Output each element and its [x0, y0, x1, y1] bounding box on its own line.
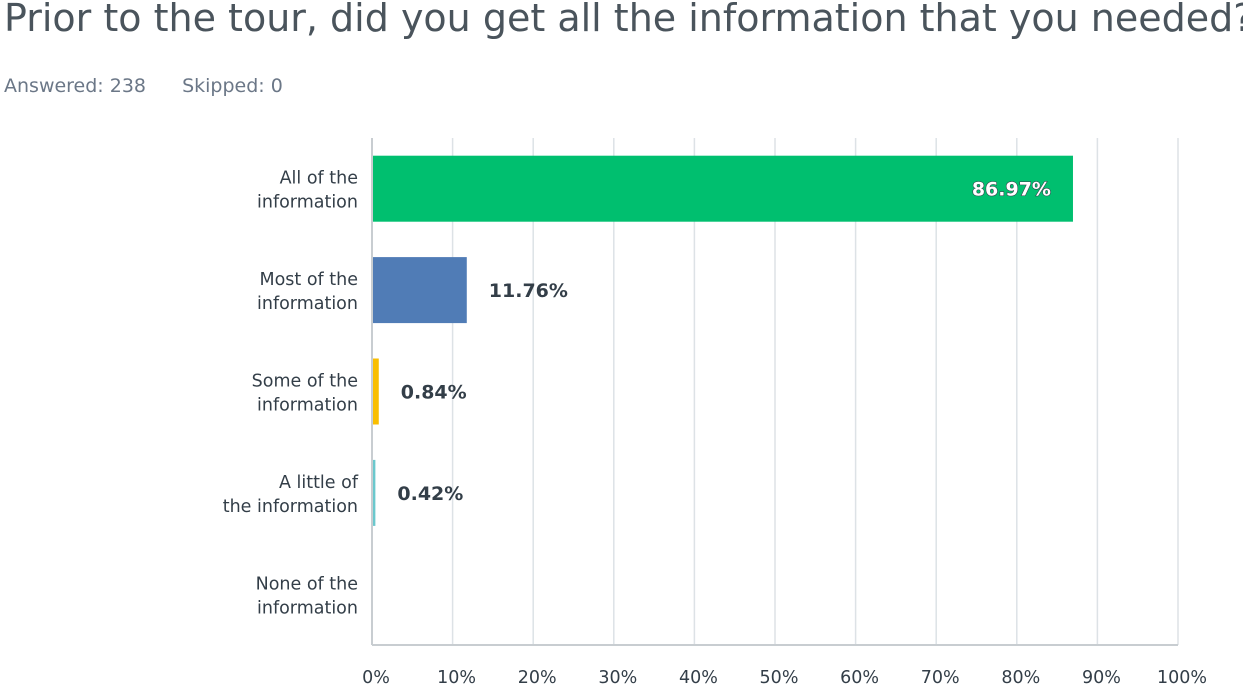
data-label: 0.84%: [401, 382, 467, 404]
response-stats: Answered: 238 Skipped: 0: [4, 75, 283, 97]
x-tick-label: 40%: [679, 668, 718, 688]
x-tick-label: 30%: [598, 668, 637, 688]
data-label: 11.76%: [489, 280, 568, 302]
answered-count: Answered: 238: [4, 75, 147, 97]
x-tick-label: 10%: [437, 668, 476, 688]
x-tick-label: 80%: [1001, 668, 1040, 688]
data-label: 86.97%: [972, 179, 1051, 201]
x-tick-label: 100%: [1157, 668, 1207, 688]
category-label-line: the information: [223, 497, 358, 517]
category-label-line: information: [257, 598, 358, 618]
labels: 0% 10% 20% 30% 40% 50% 60% 70% 80% 90% 100% 86.97% A…: [223, 169, 1207, 688]
category-label-line: None of the: [256, 574, 358, 594]
category-label-line: information: [257, 294, 358, 314]
category-label-line: All of the: [280, 169, 358, 189]
bars: [372, 155, 1073, 526]
bar: [372, 155, 1073, 222]
category-label-line: Most of the: [260, 270, 359, 290]
axes: [371, 138, 1178, 646]
skipped-count: Skipped: 0: [182, 75, 283, 97]
x-tick-label: 20%: [518, 668, 557, 688]
category-label-line: information: [257, 396, 358, 416]
category-label: Some of the information: [252, 372, 358, 416]
category-label: Most of the information: [257, 270, 358, 314]
category-label: All of the information: [257, 169, 358, 213]
x-tick-label: 0%: [362, 668, 390, 688]
bar: [372, 358, 379, 425]
category-label-line: information: [257, 193, 358, 213]
gridlines: [451, 138, 1179, 645]
x-tick-label: 70%: [921, 668, 960, 688]
category-label: None of the information: [256, 574, 358, 618]
question-title: Prior to the tour, did you get all the i…: [4, 0, 1243, 40]
category-label: A little of the information: [223, 473, 359, 517]
bar: [372, 257, 467, 324]
data-label: 0.42%: [397, 483, 463, 505]
bar: [372, 459, 376, 526]
x-tick-label: 50%: [760, 668, 799, 688]
category-label-line: Some of the: [252, 372, 358, 392]
x-tick-label: 60%: [840, 668, 879, 688]
category-label-line: A little of: [279, 473, 359, 493]
x-tick-label: 90%: [1082, 668, 1121, 688]
